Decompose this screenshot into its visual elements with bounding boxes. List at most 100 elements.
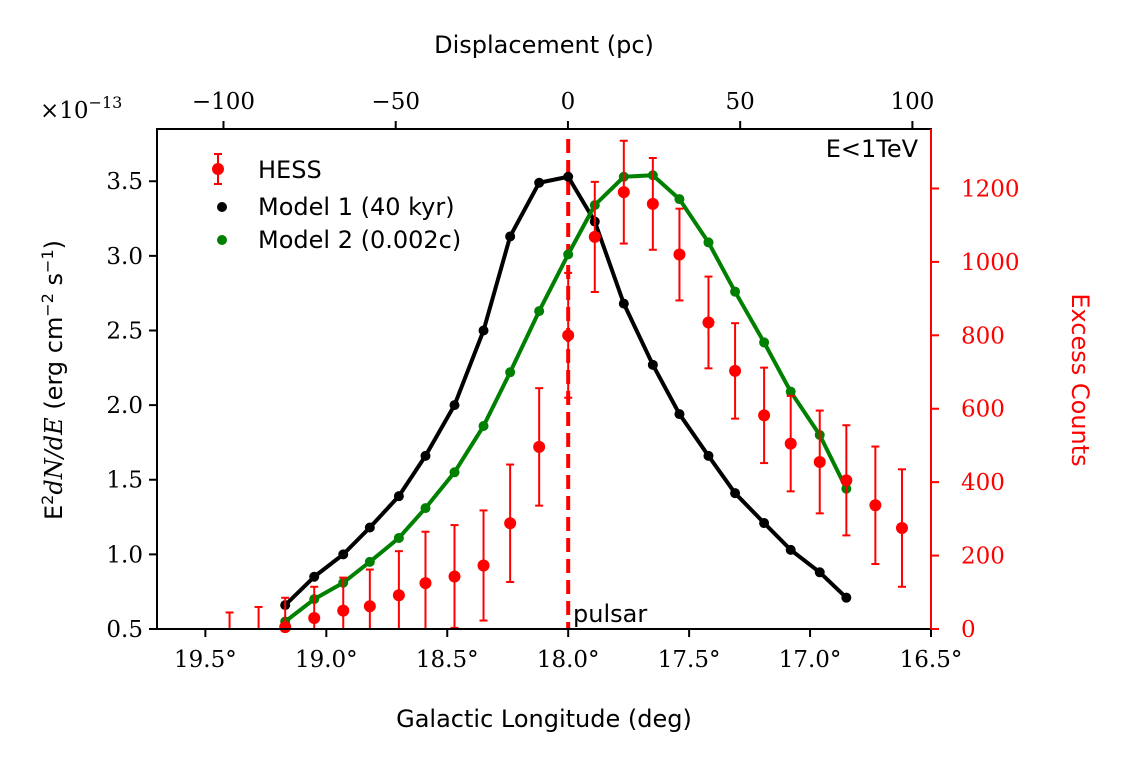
hess-point <box>419 577 432 590</box>
hess-point <box>729 364 742 377</box>
model1-point <box>785 544 796 555</box>
hess-point <box>279 621 292 634</box>
model2-point <box>534 306 545 317</box>
hess-point <box>646 197 659 210</box>
hess-point <box>702 316 715 329</box>
hess-point <box>337 604 350 617</box>
model1-point <box>563 171 574 182</box>
y2-tick-label: 600 <box>961 397 1005 423</box>
top-tick-label: 50 <box>726 89 755 115</box>
left-y-axis-ticks: 0.5 1.0 1.5 2.0 2.5 3.0 3.5 <box>106 169 157 643</box>
model1-point <box>420 450 431 461</box>
hess-point <box>758 409 771 422</box>
energy-annotation: E<1TeV <box>826 135 919 163</box>
legend-hess-label: HESS <box>258 156 322 184</box>
y2-tick-label: 200 <box>961 544 1005 570</box>
model2-point <box>759 337 770 348</box>
model2-point <box>563 249 574 260</box>
model1-point <box>730 488 741 499</box>
top-tick-label: −100 <box>192 89 255 115</box>
model2-point <box>505 367 516 378</box>
y2-axis-label: Excess Counts <box>1066 293 1094 466</box>
y2-tick-label: 1000 <box>961 250 1020 276</box>
x-axis-label: Galactic Longitude (deg) <box>396 705 692 733</box>
y-axis-label: E2dN/dE (erg cm−2 s−1) <box>38 240 68 520</box>
top-tick-label: 0 <box>561 89 576 115</box>
y-tick-label: 2.0 <box>106 393 143 419</box>
model2-point <box>478 421 489 432</box>
model1-point <box>309 571 320 582</box>
model1-point <box>618 298 629 309</box>
legend: HESS Model 1 (40 kyr) Model 2 (0.002c) <box>212 153 461 254</box>
pulsar-annotation: pulsar <box>573 600 647 628</box>
y2-tick-label: 0 <box>961 617 976 643</box>
model1-point <box>338 549 349 560</box>
model2-point <box>393 532 404 543</box>
model1-point <box>814 567 825 578</box>
hess-point <box>308 611 321 624</box>
y-tick-label: 1.0 <box>106 542 143 568</box>
model1-point <box>478 325 489 336</box>
model2-point <box>703 237 714 248</box>
y2-tick-label: 800 <box>961 323 1005 349</box>
top-tick-label: 100 <box>890 89 934 115</box>
hess-point <box>840 474 853 487</box>
model2-point <box>674 194 685 205</box>
model1-point <box>534 177 545 188</box>
hess-point <box>363 600 376 613</box>
x-tick-label: 18.0° <box>537 647 600 673</box>
model2-point <box>420 503 431 514</box>
model1-point <box>759 518 770 529</box>
x-tick-label: 18.5° <box>416 647 479 673</box>
model1-point <box>841 592 852 603</box>
hess-point <box>392 589 405 602</box>
legend-model2-label: Model 2 (0.002c) <box>258 226 461 254</box>
hess-point <box>477 559 490 572</box>
model2-point <box>449 467 460 478</box>
top-tick-label: −50 <box>371 89 420 115</box>
bottom-x-axis-ticks: 19.5° 19.0° 18.5° 18.0° 17.5° 17.0° 16.5° <box>174 629 962 673</box>
x-tick-label: 19.0° <box>295 647 358 673</box>
legend-model1-marker <box>217 202 227 212</box>
y2-tick-label: 400 <box>961 470 1005 496</box>
points-layer <box>225 139 908 634</box>
hess-point <box>504 517 517 530</box>
hess-point <box>588 230 601 243</box>
y-tick-label: 3.5 <box>106 169 143 195</box>
hess-point <box>869 499 882 512</box>
hess-point <box>813 455 826 468</box>
y-tick-label: 0.5 <box>106 617 143 643</box>
legend-item-hess: HESS <box>212 153 322 185</box>
hess-point <box>895 522 908 535</box>
model1-point <box>647 359 658 370</box>
top-x-axis-label: Displacement (pc) <box>434 31 654 59</box>
y-multiplier: ×10−13 <box>40 93 122 124</box>
x-tick-label: 17.5° <box>658 647 721 673</box>
model1-point <box>449 400 460 411</box>
model2-point <box>730 286 741 297</box>
hess-point <box>673 248 686 261</box>
top-x-axis-ticks: −100 −50 0 50 100 <box>192 89 934 129</box>
x-tick-label: 16.5° <box>900 647 963 673</box>
model2-point <box>785 386 796 397</box>
legend-item-model1: Model 1 (40 kyr) <box>217 193 455 221</box>
hess-point <box>617 186 630 199</box>
hess-point <box>533 440 546 453</box>
y-tick-label: 1.5 <box>106 468 143 494</box>
y-tick-label: 2.5 <box>106 318 143 344</box>
y2-tick-label: 1200 <box>961 176 1020 202</box>
right-y-axis-ticks: 0 200 400 600 800 1000 1200 <box>931 176 1020 643</box>
x-tick-label: 19.5° <box>174 647 237 673</box>
hess-point <box>784 437 797 450</box>
model1-point <box>674 409 685 420</box>
model1-point <box>364 522 375 533</box>
legend-hess-marker <box>212 163 224 175</box>
legend-item-model2: Model 2 (0.002c) <box>217 226 461 254</box>
model1-point <box>505 231 516 242</box>
model1-point <box>703 450 714 461</box>
legend-model2-marker <box>217 235 227 245</box>
legend-model1-label: Model 1 (40 kyr) <box>258 193 455 221</box>
hess-point <box>562 329 575 342</box>
hess-point <box>448 570 461 583</box>
